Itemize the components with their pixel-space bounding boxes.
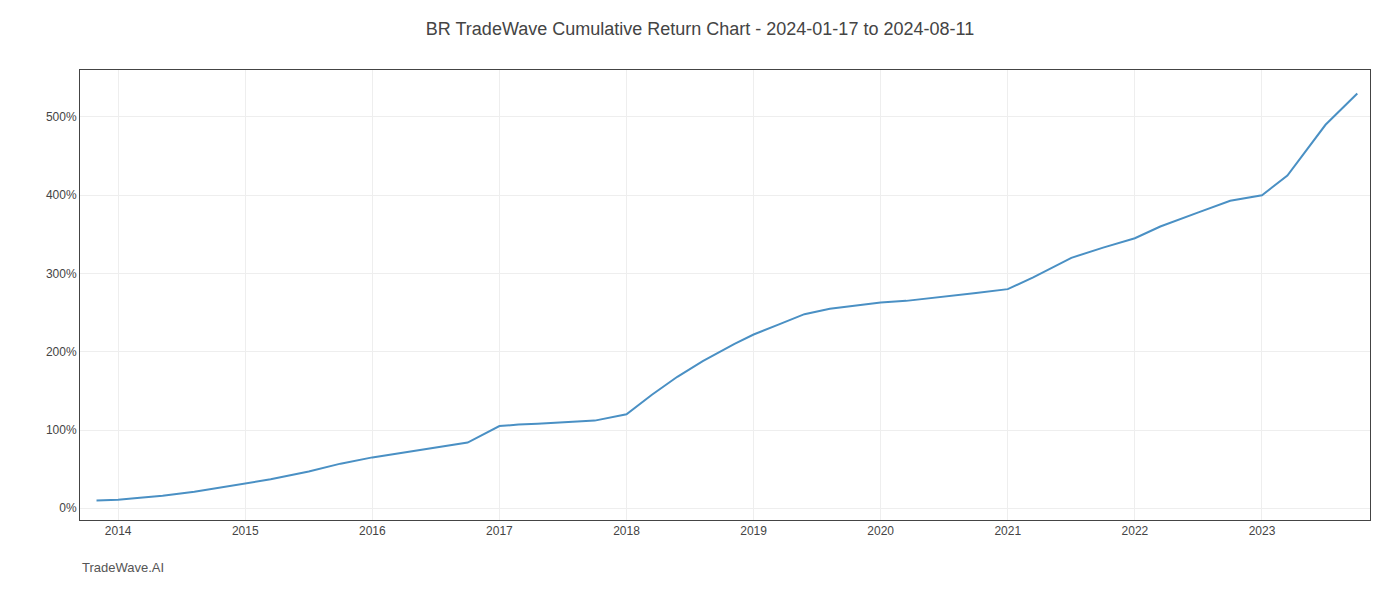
svg-text:2022: 2022	[1122, 524, 1149, 538]
svg-text:500%: 500%	[46, 110, 77, 124]
svg-text:400%: 400%	[46, 188, 77, 202]
svg-text:2017: 2017	[486, 524, 513, 538]
svg-text:2018: 2018	[613, 524, 640, 538]
svg-text:2020: 2020	[867, 524, 894, 538]
svg-text:2015: 2015	[232, 524, 259, 538]
svg-text:2016: 2016	[359, 524, 386, 538]
svg-text:BR TradeWave Cumulative Return: BR TradeWave Cumulative Return Chart - 2…	[426, 19, 974, 39]
svg-text:0%: 0%	[59, 501, 77, 515]
svg-text:100%: 100%	[46, 423, 77, 437]
svg-text:2021: 2021	[994, 524, 1021, 538]
svg-text:2023: 2023	[1249, 524, 1276, 538]
svg-text:2014: 2014	[105, 524, 132, 538]
svg-text:300%: 300%	[46, 267, 77, 281]
svg-text:200%: 200%	[46, 345, 77, 359]
svg-text:TradeWave.AI: TradeWave.AI	[82, 560, 164, 575]
svg-text:2019: 2019	[740, 524, 767, 538]
